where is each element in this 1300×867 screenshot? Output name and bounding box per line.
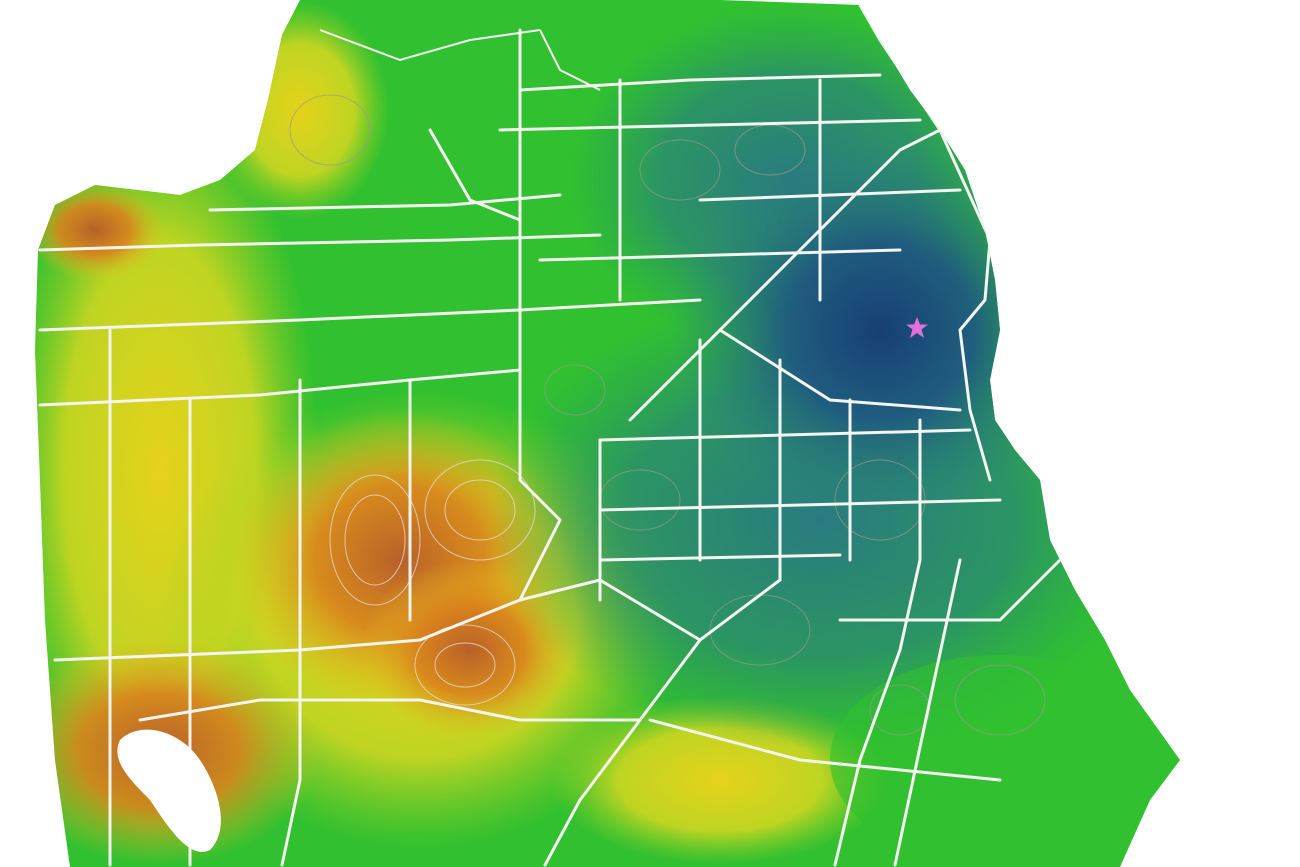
contour-lines (289, 94, 1046, 736)
street-network (38, 3, 1062, 867)
lake (117, 729, 221, 852)
star-icon[interactable] (906, 317, 928, 338)
